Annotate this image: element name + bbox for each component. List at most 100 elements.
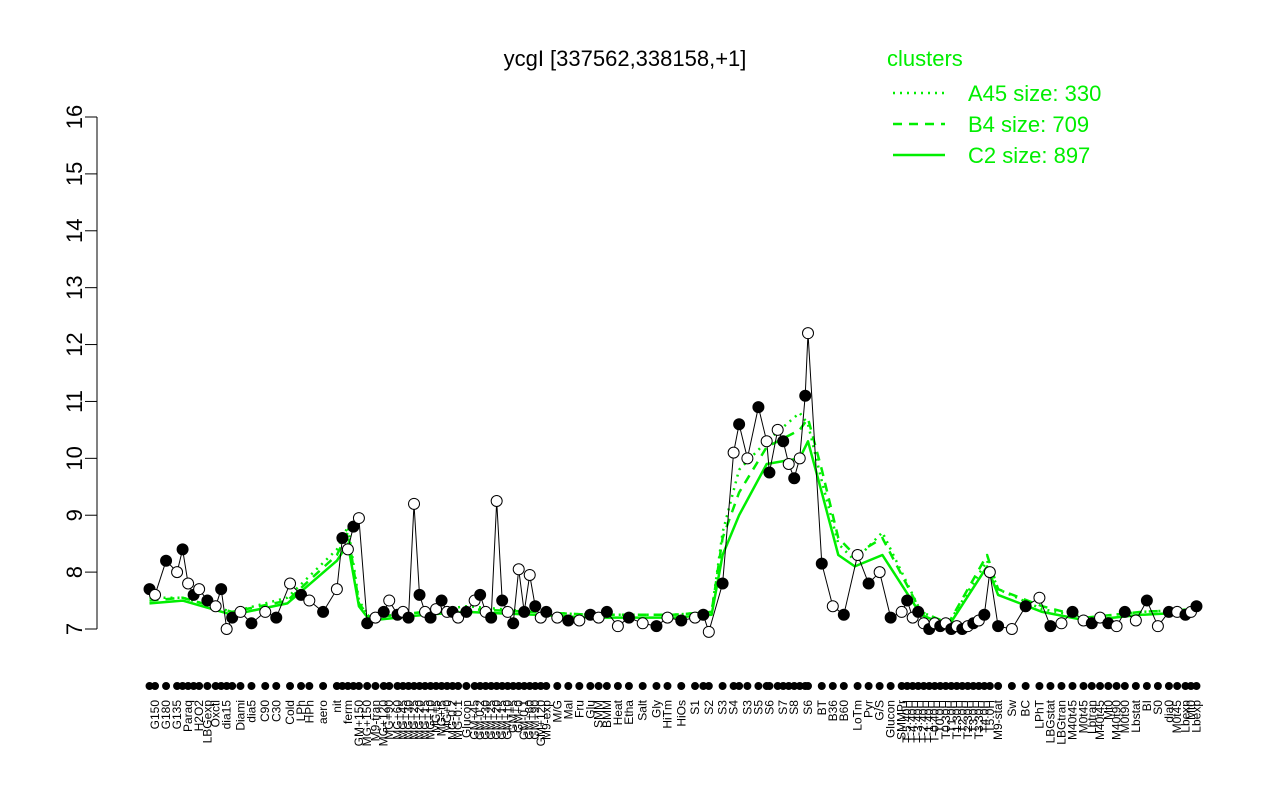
data-point [895,605,908,618]
data-point [727,446,740,459]
y-tick-label: 13 [62,275,87,299]
x-rug-mark [677,682,686,690]
x-tick-label: S1 [688,700,702,715]
data-point [901,594,914,607]
data-point [209,600,222,613]
x-rug-mark [1007,682,1016,690]
x-tick-label: H2O2 [192,700,206,732]
x-tick-label: M/G [550,700,564,723]
x-tick-label: T-3.40H [911,700,925,743]
x-tick-label: M9-exp [539,700,553,740]
data-point [1118,605,1131,618]
data-point [912,605,925,618]
legend-label: A45 size: 330 [968,81,1101,106]
x-tick-label: GM+60 [523,700,537,740]
x-rug-mark [236,682,245,690]
y-tick-label: 10 [62,446,87,470]
data-point [600,605,613,618]
x-rug-mark [553,682,562,690]
data-point [1066,605,1079,618]
x-tick-label: Mt0 [1184,700,1198,720]
data-point [270,611,283,624]
data-point [496,594,509,607]
data-point [220,623,233,635]
data-point [295,588,308,601]
x-tick-label: SMM [592,700,606,728]
data-point [160,554,173,567]
x-rug-mark [735,682,744,690]
data-point [523,568,536,581]
data-point [788,472,801,485]
x-rug-mark [1131,682,1140,690]
x-rug-mark [151,682,160,690]
x-tick-label: Glucon [459,700,473,738]
x-tick-label: MG+150 [360,700,374,747]
x-tick-label: Mt0 [1101,700,1115,720]
x-tick-label: aero [316,700,330,724]
data-point [507,617,520,630]
x-tick-label: dia5 [244,700,258,723]
y-axis: 7 8 9 10 11 12 13 14 15 16 [62,105,98,635]
x-rug-mark [1120,682,1129,690]
data-point [1151,620,1164,633]
x-tick-label: GM+5 [506,700,520,733]
x-tick-label: G135 [170,700,184,730]
x-rug-mark [305,682,314,690]
x-tick-label: GM+20 [490,700,504,740]
x-rug-mark [162,682,171,690]
series-line-dashed [149,417,1197,625]
x-tick-label: B60 [837,700,851,722]
x-tick-label: LPh [294,700,308,721]
x-tick-label: LBGstat [1043,699,1057,743]
x-tick-label: Lbtran [1085,700,1099,734]
data-point [983,566,996,579]
x-tick-label: Sw [1005,700,1019,717]
x-rug-mark [195,682,204,690]
data-points [143,327,1203,638]
x-tick-label: BT [815,699,829,715]
data-point [284,577,297,590]
x-tick-label: Glucon [884,700,898,738]
data-point [341,543,354,556]
x-tick-label: T-2.40H [917,700,931,743]
y-tick-label: 14 [62,219,87,243]
x-tick-label: MG+0 [440,700,454,733]
data-point [793,452,806,465]
x-rug-mark [1164,682,1173,690]
x-rug-mark [828,682,837,690]
x-tick-label: S5 [751,700,765,715]
x-tick-label: GM+15 [495,700,509,740]
x-tick-label: Salt [636,699,650,720]
data-point [176,543,189,556]
data-point [452,611,465,624]
x-tick-label: GM+25 [484,700,498,740]
data-point [413,588,426,601]
x-rug-mark [718,682,727,690]
x-tick-label: M40t45 [1065,700,1079,740]
x-tick-label: MG+45 [396,700,410,740]
x-tick-label: S8 [787,700,801,715]
data-point [771,423,784,436]
data-point [826,600,839,613]
x-tick-label: S7 [776,700,790,715]
x-tick-label: dia15 [220,700,234,730]
data-point [460,605,473,618]
x-tick-label: T3.30H [972,700,986,739]
y-tick-label: 7 [62,623,87,635]
x-tick-label: Lbexp [1189,700,1203,733]
x-tick-label: GM+10 [501,700,515,740]
x-tick-label: nit [330,699,344,712]
x-rug-mark [875,682,884,690]
x-tick-label: M0t90 [1118,700,1132,734]
data-point [978,608,991,621]
x-rug-mark [853,682,862,690]
data-point [802,327,814,340]
x-tick-label: GM+0 [512,700,526,733]
data-point [562,614,575,627]
series-line-dotted [149,411,1197,625]
data-point [573,614,586,627]
x-tick-label: GM+30 [479,700,493,740]
x-rug-mark [1035,682,1044,690]
x-tick-label: MG+5 [429,700,443,733]
x-rug-mark [704,682,713,690]
